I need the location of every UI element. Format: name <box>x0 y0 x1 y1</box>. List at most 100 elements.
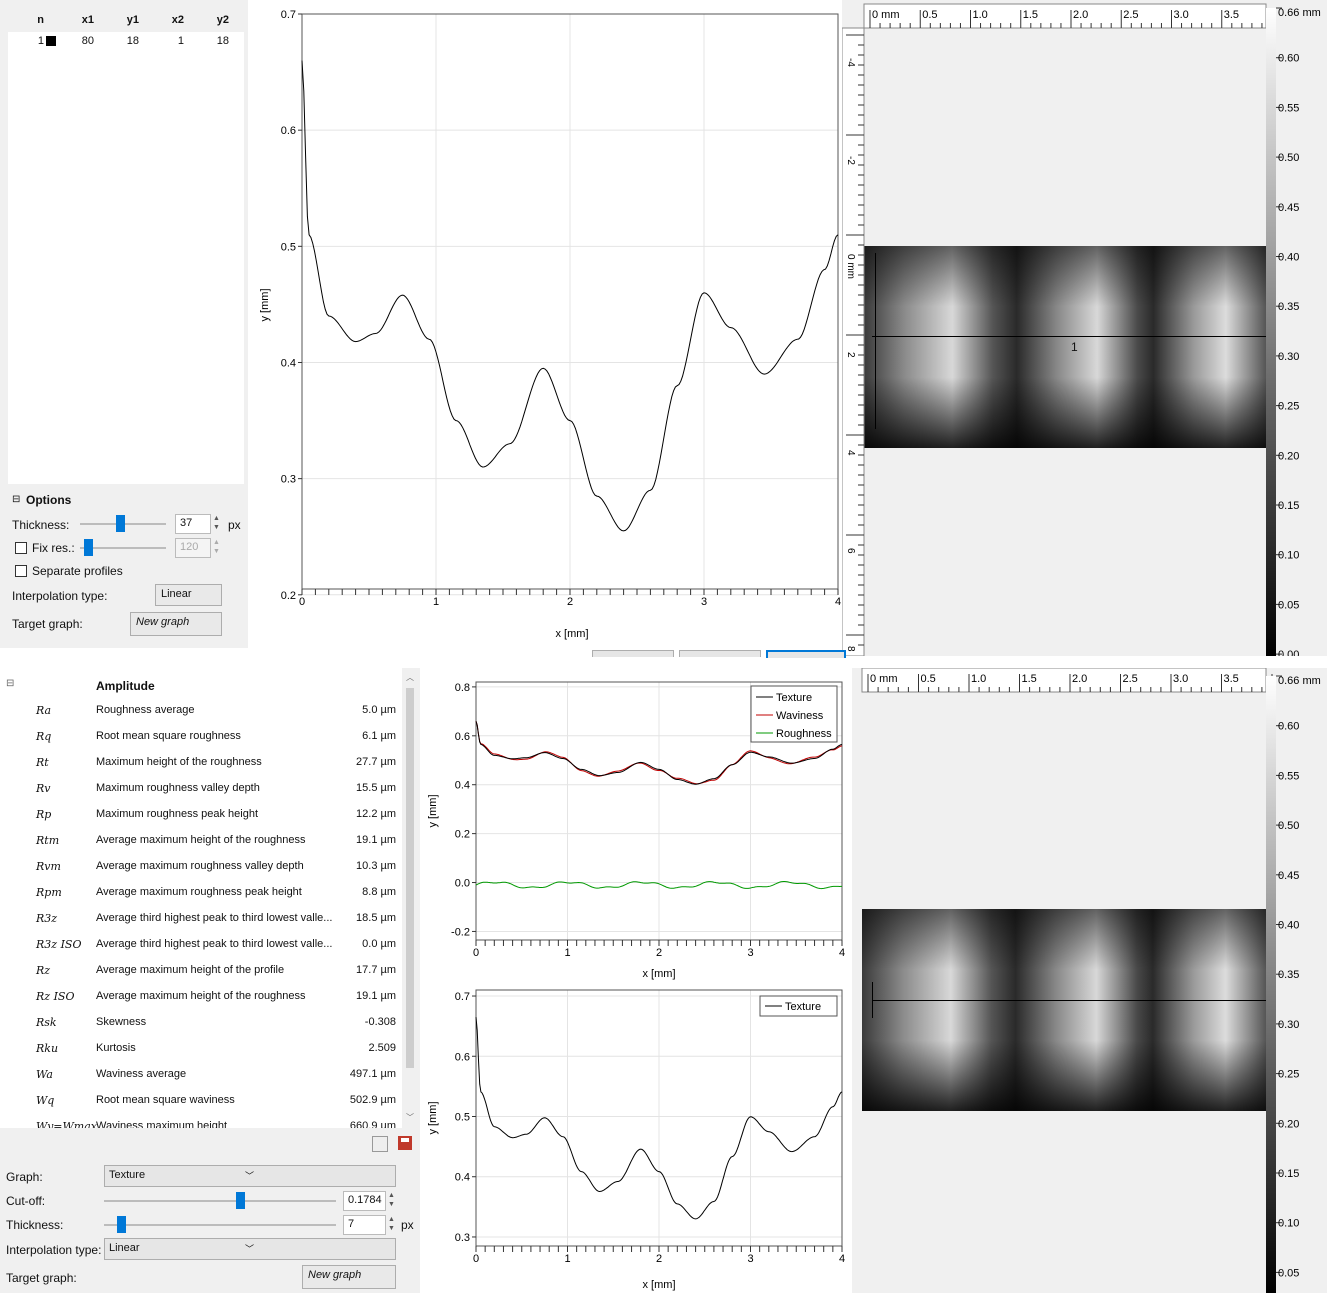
graph1-xlabel: x [mm] <box>643 968 676 980</box>
options-collapse-icon[interactable]: ⊟ <box>12 494 21 505</box>
scale-label: 0.60 <box>1278 721 1299 733</box>
fixres-slider-track[interactable] <box>80 547 166 549</box>
profile-line-start-tick[interactable] <box>875 253 876 429</box>
bottom-profile-start-tick[interactable] <box>872 982 873 1018</box>
ruler-label: -2 <box>845 156 856 165</box>
bottom-thickness-spin-arrows-icon[interactable]: ▲ ▼ <box>388 1216 395 1232</box>
graph-combo-value: Texture <box>109 1169 146 1181</box>
separate-profiles-checkbox[interactable] <box>15 565 27 577</box>
param-row[interactable]: Rq Root mean square roughness 6.1 µm <box>0 724 402 750</box>
y-tick-label: 0.2 <box>281 590 296 602</box>
x-tick-label: 1 <box>564 947 570 959</box>
scale-label: 0.25 <box>1278 1069 1299 1081</box>
param-value: -0.308 <box>364 1016 396 1028</box>
fixres-spin-arrows-icon[interactable]: ▲ ▼ <box>213 539 220 555</box>
save-icon[interactable] <box>398 1136 412 1150</box>
param-row[interactable]: Rz Average maximum height of the profile 1… <box>0 958 402 984</box>
fixres-spinbox[interactable]: 120 <box>175 538 211 558</box>
row-y2: 18 <box>216 35 229 47</box>
param-value: 497.1 µm <box>349 1068 396 1080</box>
scale-label: 0.35 <box>1278 301 1299 313</box>
y-tick-label: 0.6 <box>455 1051 470 1063</box>
bottom-interp-combo[interactable]: Linear ﹀ <box>104 1238 396 1260</box>
bottom-target-combo[interactable]: New graph <box>302 1265 396 1289</box>
legend-texture-label: Texture <box>776 692 812 704</box>
top-graph-panel: 0.7 0.6 0.5 0.4 0.3 0.2 0 1 2 3 4 y [mm] x [mm] <box>248 0 842 648</box>
param-symbol: Wa <box>36 1068 53 1081</box>
cutoff-slider-thumb[interactable] <box>236 1192 245 1209</box>
bottom-thickness-spinbox[interactable]: 7 <box>343 1215 386 1235</box>
param-description: Average maximum roughness valley depth <box>96 860 304 872</box>
y-tick-label: 0.6 <box>281 125 296 137</box>
bottom-image-panel: 0 mm 0.5 1.0 1.5 2.0 2.5 3.0 3.5 0.66 mm 0.60 0.5… <box>852 668 1327 1293</box>
param-row[interactable]: Rp Maximum roughness peak height 12.2 µm <box>0 802 402 828</box>
scroll-thumb[interactable] <box>406 688 414 1068</box>
bottom-image-rulers: 0 mm 0.5 1.0 1.5 2.0 2.5 3.0 3.5 0.66 mm 0.60 0.5… <box>861 668 1321 1293</box>
ruler-label: 3.5 <box>1224 9 1239 21</box>
scale-label: 0.15 <box>1278 500 1299 512</box>
profile-line[interactable] <box>872 336 1266 337</box>
ruler-label: 1.5 <box>1023 9 1038 21</box>
x-tick-label: 3 <box>747 1253 753 1265</box>
param-row[interactable]: Rpm Average maximum roughness peak height… <box>0 880 402 906</box>
hidden-dialog-button-3[interactable] <box>766 650 846 658</box>
graph-combo[interactable]: Texture ﹀ <box>104 1165 396 1187</box>
thickness-spin-arrows-icon[interactable]: ▲ ▼ <box>213 515 220 531</box>
param-row[interactable]: Ra Roughness average 5.0 µm <box>0 698 402 724</box>
hidden-dialog-button-2[interactable] <box>679 650 761 657</box>
copy-icon[interactable] <box>372 1136 388 1152</box>
cutoff-slider-track[interactable] <box>104 1200 336 1202</box>
param-row[interactable]: Rku Kurtosis 2.509 <box>0 1036 402 1062</box>
scroll-up-icon[interactable]: ︿ <box>406 673 414 682</box>
row-y1: 18 <box>126 35 139 47</box>
bottom-profile-line[interactable] <box>872 1000 1266 1001</box>
scale-label: 0.45 <box>1278 870 1299 882</box>
scale-label: 0.66 mm <box>1278 675 1321 687</box>
param-row[interactable]: Rtm Average maximum height of the roughne… <box>0 828 402 854</box>
bottom-thickness-slider-thumb[interactable] <box>117 1216 126 1233</box>
y-tick-label: 0.6 <box>455 731 470 743</box>
param-row[interactable]: R3z ISO Average third highest peak to thi… <box>0 932 402 958</box>
fixres-slider-thumb[interactable] <box>84 539 93 556</box>
col-x1-header: x1 <box>81 14 94 26</box>
bottom-thickness-slider-track[interactable] <box>104 1224 336 1226</box>
scale-label: 0.40 <box>1278 252 1299 264</box>
param-symbol: Rv <box>36 782 51 795</box>
cutoff-spinbox[interactable]: 0.1784 <box>343 1191 386 1211</box>
params-scrollbar[interactable]: ︿ ﹀ <box>402 668 418 1128</box>
scroll-down-icon[interactable]: ﹀ <box>406 1113 414 1122</box>
param-row[interactable]: Rt Maximum height of the roughness 27.7 µm <box>0 750 402 776</box>
profile-number-label: 1 <box>1071 340 1078 354</box>
thickness-spinbox[interactable]: 37 <box>175 514 211 534</box>
scale-label: 0.05 <box>1278 1267 1299 1279</box>
bottom-thickness-label: Thickness: <box>6 1218 64 1232</box>
param-row[interactable]: Wa Waviness average 497.1 µm <box>0 1062 402 1088</box>
param-symbol: R3z <box>36 912 58 925</box>
param-row[interactable]: Rv Maximum roughness valley depth 15.5 µm <box>0 776 402 802</box>
param-row[interactable]: Wy=Wmax Waviness maximum height 660.9 µm <box>0 1114 402 1128</box>
y-tick-label: 0.8 <box>455 682 470 694</box>
thickness-unit: px <box>228 518 241 532</box>
interp-combo[interactable]: Linear <box>155 584 222 606</box>
target-combo[interactable]: New graph <box>130 612 222 636</box>
param-row[interactable]: Rsk Skewness -0.308 <box>0 1010 402 1036</box>
scale-label: 0.45 <box>1278 202 1299 214</box>
param-description: Waviness maximum height <box>96 1120 228 1128</box>
graph1-ylabel: y [mm] <box>427 795 439 828</box>
param-row[interactable]: Wq Root mean square waviness 502.9 µm <box>0 1088 402 1114</box>
bottom-left-panel: ⊟ Amplitude Ra Roughness average 5.0 µm Rq R… <box>0 668 420 1293</box>
fixres-checkbox[interactable] <box>15 542 27 554</box>
thickness-slider-thumb[interactable] <box>116 515 125 532</box>
ruler-label: 1.5 <box>1022 673 1037 685</box>
top-surface-image <box>864 246 1266 448</box>
y-tick-label: 0.3 <box>281 474 296 486</box>
hidden-dialog-button-1[interactable] <box>592 650 674 657</box>
param-row[interactable]: R3z Average third highest peak to third l… <box>0 906 402 932</box>
x-tick-label: 1 <box>433 596 439 608</box>
table-row[interactable]: 1 80 18 1 18 <box>8 32 244 50</box>
param-row[interactable]: Rvm Average maximum roughness valley dept… <box>0 854 402 880</box>
section-collapse-icon[interactable]: ⊟ <box>6 678 15 689</box>
param-symbol: Rq <box>36 730 52 743</box>
param-row[interactable]: Rz ISO Average maximum height of the roug… <box>0 984 402 1010</box>
cutoff-spin-arrows-icon[interactable]: ▲ ▼ <box>388 1192 395 1208</box>
